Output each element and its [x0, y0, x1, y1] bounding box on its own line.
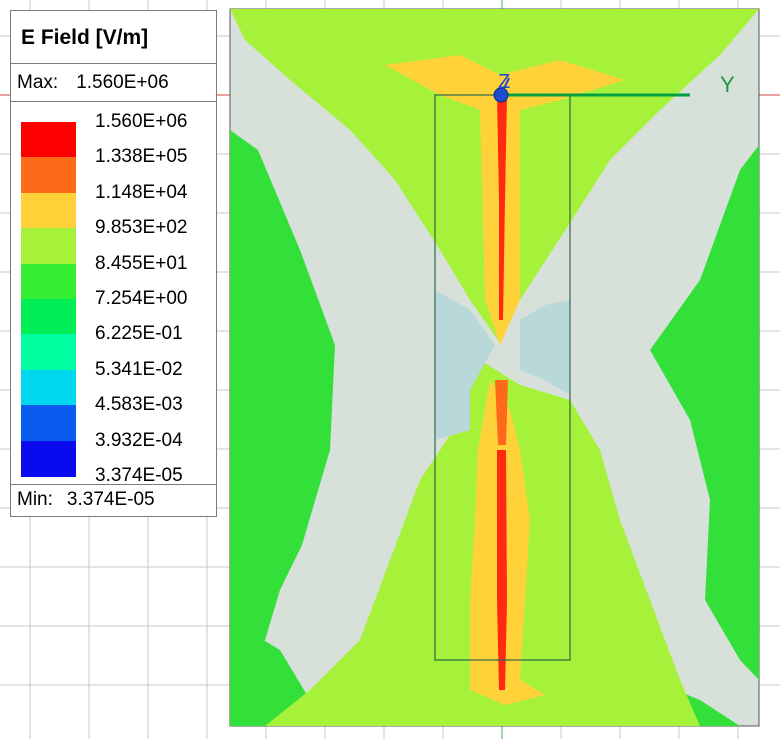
color-legend[interactable]: E Field [V/m] Max: 1.560E+06 1.560E+06 1.3… — [10, 10, 217, 517]
legend-swatch — [21, 263, 76, 300]
legend-swatch — [21, 334, 76, 371]
axis-y-label: Y — [720, 72, 735, 97]
legend-min-value: 3.374E-05 — [66, 489, 155, 510]
dielectric-slab-tint — [435, 290, 495, 440]
legend-title: E Field [V/m] — [11, 11, 216, 64]
legend-min-row: Min: 3.374E-05 — [11, 484, 216, 518]
legend-max-value: 1.560E+06 — [76, 72, 169, 93]
feed-core-bottom — [497, 450, 507, 690]
legend-tick-label: 3.374E-05 — [95, 465, 183, 486]
legend-swatch — [21, 157, 76, 194]
axis-z-label: Z — [498, 71, 510, 93]
legend-swatch — [21, 192, 76, 229]
legend-min-label: Min: — [17, 489, 53, 510]
legend-tick-label: 5.341E-02 — [95, 358, 183, 380]
left-field-lobe — [230, 130, 335, 700]
legend-scale: 1.560E+06 1.338E+05 1.148E+04 9.853E+02 8.45… — [11, 102, 216, 486]
legend-swatch — [21, 299, 76, 335]
legend-tick-label: 1.560E+06 — [95, 111, 188, 132]
legend-swatch — [21, 405, 76, 442]
dielectric-slab-tint-right — [520, 300, 570, 395]
legend-tick-label: 6.225E-01 — [95, 323, 183, 345]
legend-tick-label: 4.583E-03 — [95, 394, 183, 416]
legend-tick-label: 9.853E+02 — [95, 217, 188, 239]
legend-max-row: Max: 1.560E+06 — [11, 64, 216, 102]
legend-tick-label: 1.148E+04 — [95, 181, 188, 203]
legend-swatch — [21, 228, 76, 265]
legend-swatch — [21, 440, 76, 477]
legend-swatch — [21, 122, 76, 158]
legend-swatch — [21, 369, 76, 406]
legend-max-label: Max: — [17, 72, 59, 93]
feed-core-lower-mid — [495, 380, 508, 445]
z-axis-arrow — [500, 77, 510, 96]
field-domain — [229, 8, 760, 727]
legend-tick-label: 8.455E+01 — [95, 252, 188, 274]
right-field-lobe — [650, 145, 759, 680]
legend-tick-label: 1.338E+05 — [95, 146, 188, 168]
legend-tick-label: 3.932E-04 — [95, 429, 183, 451]
bottom-left-field-patch — [230, 620, 320, 726]
lower-feed-glow — [470, 380, 545, 705]
legend-tick-label: 7.254E+00 — [95, 288, 188, 309]
feed-core-top — [497, 95, 507, 320]
